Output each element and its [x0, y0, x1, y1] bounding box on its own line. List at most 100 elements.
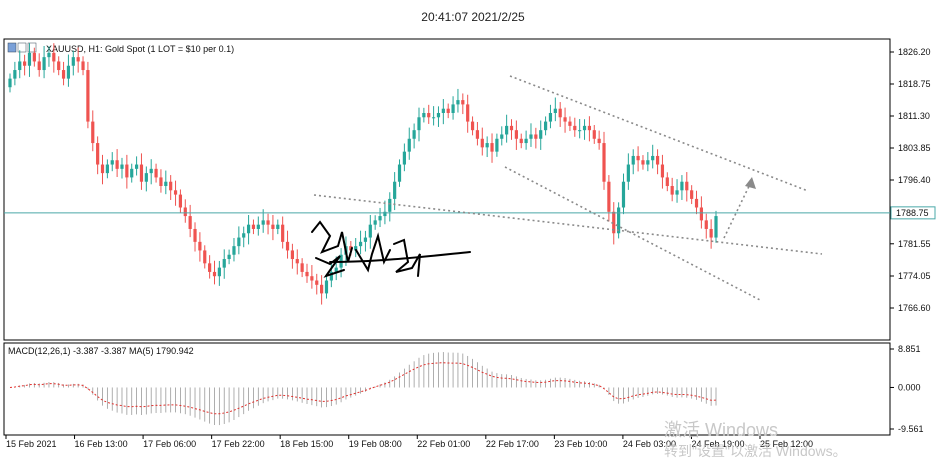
candle — [52, 43, 56, 73]
candle — [529, 123, 533, 147]
candle — [320, 275, 324, 305]
candle — [8, 73, 12, 93]
candle — [134, 156, 139, 176]
candle — [548, 104, 553, 129]
signature-drawing — [311, 220, 471, 278]
candle — [242, 226, 246, 248]
candle — [412, 123, 416, 149]
chart-window-icon[interactable] — [7, 42, 37, 53]
candle — [227, 249, 231, 265]
candle — [91, 110, 95, 152]
candle — [368, 215, 372, 249]
candle — [704, 213, 708, 239]
candle — [709, 219, 713, 249]
candle — [602, 131, 606, 190]
candle — [188, 204, 192, 238]
candle — [27, 43, 32, 77]
macd-pane[interactable] — [3, 342, 891, 436]
time-tick-label: 19 Feb 08:00 — [349, 439, 402, 449]
candle — [505, 114, 509, 143]
projection-arrow[interactable] — [723, 179, 753, 239]
macd-histogram — [14, 352, 717, 426]
price-tick-label: 1766.60 — [898, 303, 931, 313]
support-trendline[interactable] — [313, 194, 823, 255]
candle — [690, 185, 694, 205]
candle — [76, 47, 80, 73]
candle — [568, 116, 572, 132]
candle — [558, 102, 562, 127]
candle — [495, 133, 499, 157]
candle — [271, 215, 275, 241]
candle — [680, 175, 684, 200]
candle — [57, 56, 61, 76]
candle — [607, 175, 611, 222]
candle — [441, 99, 445, 125]
candle — [436, 106, 441, 127]
title-bar: 20:41:07 2021/2/25 — [0, 0, 946, 38]
candle — [13, 61, 17, 86]
candle — [485, 136, 489, 158]
candle — [169, 175, 173, 200]
time-axis: 15 Feb 2021 16 Feb 13:00 17 Feb 06:00 17 Fe… — [5, 435, 813, 449]
macd-tick-label: 0.000 — [898, 382, 921, 392]
candle — [159, 169, 163, 193]
candle — [651, 144, 655, 169]
candle — [256, 216, 260, 236]
candle — [120, 157, 124, 179]
macd-signal-line — [9, 362, 717, 415]
candle — [461, 93, 465, 115]
price-tick-label: 1774.05 — [898, 271, 931, 281]
candle — [290, 243, 294, 269]
candle — [553, 97, 557, 122]
candle — [37, 53, 41, 77]
candle — [670, 177, 674, 202]
candle — [86, 61, 90, 129]
candle — [285, 230, 290, 259]
macd-tick-label: -9.561 — [898, 424, 924, 434]
candle — [694, 190, 699, 215]
candle — [100, 154, 105, 185]
candle — [402, 143, 406, 172]
watermark-line2: 转到"设置"以激活 Windows。 — [664, 443, 847, 458]
candle — [47, 46, 51, 67]
candle — [427, 104, 431, 124]
candle — [81, 56, 85, 76]
candle — [281, 216, 285, 249]
candle — [470, 116, 475, 136]
trendlines[interactable] — [313, 75, 823, 301]
candle — [358, 230, 363, 255]
candle — [685, 172, 689, 202]
candle — [451, 96, 455, 120]
price-axis: 1826.20 1818.75 1811.30 1803.85 1796.40 1788.… — [890, 47, 931, 313]
candle — [573, 117, 577, 137]
chart-title: XAUUSD, H1: Gold Spot (1 LOT = $10 per 0… — [46, 44, 234, 54]
candle — [222, 249, 226, 279]
price-tick-label: 1803.85 — [898, 143, 931, 153]
time-tick-label: 15 Feb 2021 — [6, 439, 57, 449]
arrow-head-icon — [745, 177, 756, 189]
candle — [110, 152, 114, 172]
candle — [354, 237, 358, 258]
upper-channel-line[interactable] — [509, 75, 809, 192]
price-tick-label: 1781.55 — [898, 239, 931, 249]
time-tick-label: 24 Feb 19:00 — [691, 439, 744, 449]
candle — [714, 210, 718, 243]
candle — [446, 103, 450, 119]
main-chart-pane[interactable] — [3, 38, 891, 341]
watermark-line1: 激活 Windows — [664, 420, 778, 440]
candle — [514, 120, 518, 150]
macd-tick-label: 8.851 — [898, 344, 921, 354]
candle — [539, 120, 543, 150]
candle — [61, 61, 66, 86]
candle — [66, 54, 71, 87]
candle — [480, 127, 484, 156]
candle — [32, 47, 36, 67]
candle — [432, 106, 436, 126]
candle — [42, 45, 46, 79]
candle — [71, 50, 75, 76]
candle — [466, 94, 470, 133]
candle — [373, 215, 377, 230]
macd-label: MACD(12,26,1) -3.387 -3.387 MA(5) 1790.9… — [8, 346, 194, 356]
candles-group — [8, 43, 718, 305]
